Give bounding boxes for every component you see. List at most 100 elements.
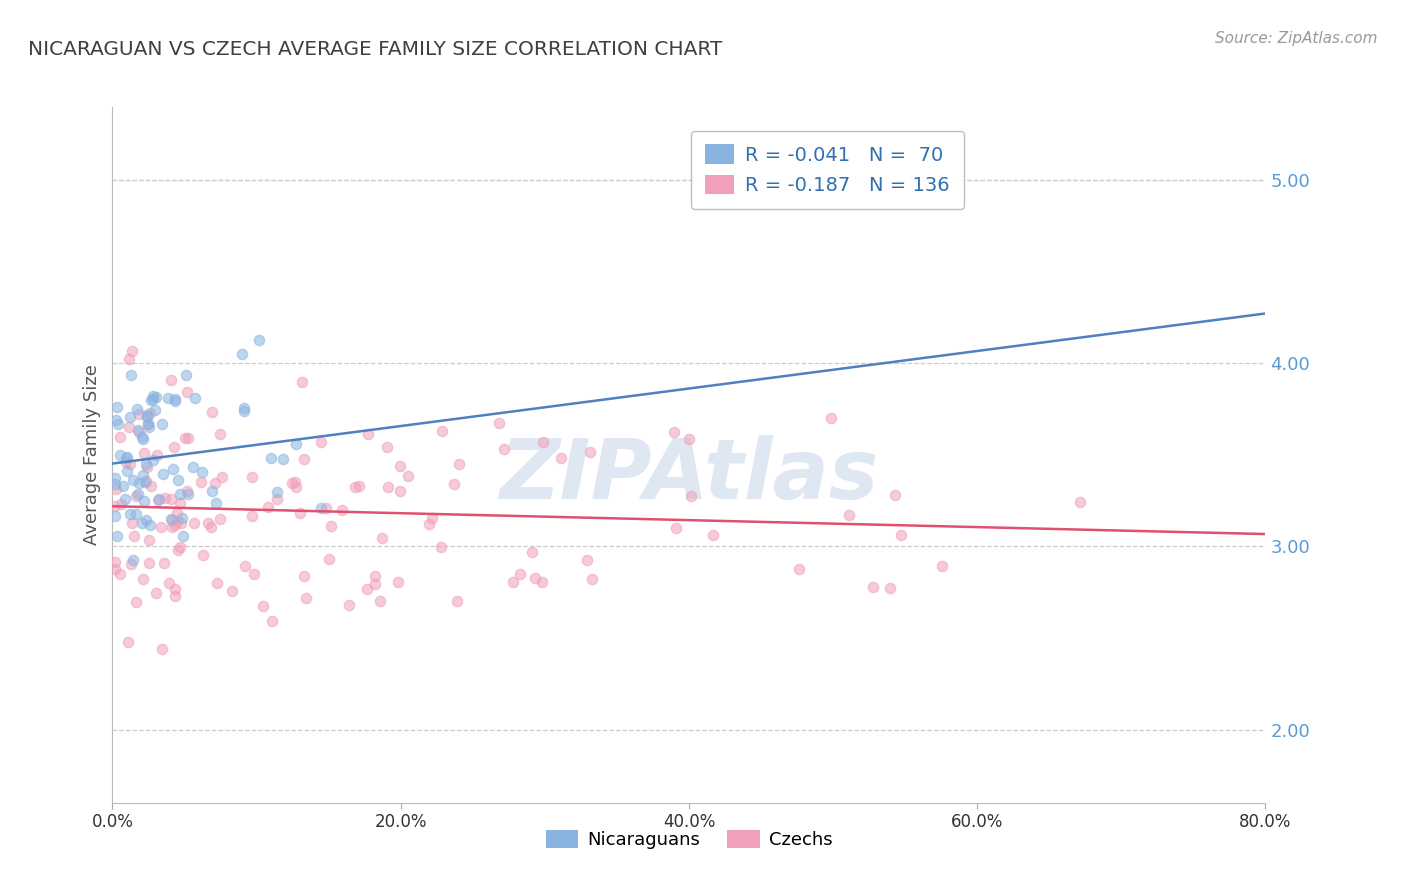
- Point: [183, 516, 205, 530]
- Point: [117, 635, 139, 649]
- Point: [292, 452, 315, 467]
- Point: [153, 491, 176, 505]
- Point: [135, 513, 157, 527]
- Point: [702, 527, 724, 541]
- Point: [114, 492, 136, 507]
- Point: [142, 453, 165, 467]
- Point: [364, 569, 387, 583]
- Point: [128, 425, 150, 439]
- Point: [197, 516, 219, 531]
- Point: [240, 509, 263, 524]
- Point: [121, 343, 143, 358]
- Point: [284, 475, 307, 489]
- Point: [105, 400, 128, 414]
- Point: [330, 503, 353, 517]
- Point: [104, 482, 127, 496]
- Point: [177, 431, 200, 445]
- Point: [418, 516, 440, 531]
- Point: [181, 459, 204, 474]
- Point: [142, 392, 165, 407]
- Point: [209, 511, 232, 525]
- Point: [318, 552, 340, 566]
- Point: [292, 569, 315, 583]
- Point: [201, 483, 224, 498]
- Point: [118, 457, 141, 471]
- Point: [143, 402, 166, 417]
- Point: [136, 408, 159, 422]
- Point: [522, 545, 544, 559]
- Point: [420, 511, 443, 525]
- Point: [115, 450, 138, 464]
- Point: [139, 478, 162, 492]
- Point: [110, 448, 132, 462]
- Point: [134, 446, 156, 460]
- Point: [388, 459, 411, 474]
- Point: [136, 409, 159, 424]
- Point: [201, 405, 224, 419]
- Point: [128, 407, 150, 421]
- Point: [209, 426, 232, 441]
- Point: [173, 431, 195, 445]
- Point: [190, 475, 212, 489]
- Point: [121, 516, 143, 530]
- Point: [343, 480, 366, 494]
- Point: [138, 533, 160, 547]
- Point: [132, 493, 155, 508]
- Point: [200, 519, 222, 533]
- Point: [169, 496, 191, 510]
- Point: [662, 425, 685, 439]
- Point: [139, 405, 162, 419]
- Point: [233, 403, 256, 417]
- Point: [890, 528, 912, 542]
- Point: [135, 459, 157, 474]
- Point: [139, 518, 162, 533]
- Point: [163, 582, 186, 597]
- Point: [134, 457, 156, 471]
- Point: [388, 484, 411, 499]
- Point: [121, 473, 143, 487]
- Point: [387, 575, 409, 590]
- Point: [120, 557, 142, 571]
- Point: [163, 440, 186, 454]
- Point: [160, 373, 183, 387]
- Point: [884, 488, 907, 502]
- Point: [142, 389, 165, 403]
- Point: [122, 529, 145, 543]
- Point: [233, 559, 256, 574]
- Point: [104, 562, 127, 576]
- Point: [443, 477, 465, 491]
- Point: [295, 591, 318, 605]
- Point: [145, 585, 167, 599]
- Point: [104, 471, 127, 485]
- Point: [125, 595, 148, 609]
- Point: [231, 346, 253, 360]
- Point: [309, 435, 332, 450]
- Point: [488, 416, 510, 430]
- Text: NICARAGUAN VS CZECH AVERAGE FAMILY SIZE CORRELATION CHART: NICARAGUAN VS CZECH AVERAGE FAMILY SIZE …: [28, 40, 723, 59]
- Point: [204, 496, 226, 510]
- Point: [112, 478, 135, 492]
- Point: [449, 457, 471, 471]
- Point: [430, 540, 453, 554]
- Point: [356, 582, 378, 596]
- Point: [377, 479, 399, 493]
- Point: [160, 513, 183, 527]
- Text: Source: ZipAtlas.com: Source: ZipAtlas.com: [1215, 31, 1378, 46]
- Point: [204, 476, 226, 491]
- Point: [134, 475, 156, 489]
- Point: [110, 430, 132, 444]
- Point: [115, 464, 138, 478]
- Point: [105, 413, 128, 427]
- Point: [150, 417, 173, 431]
- Point: [146, 448, 169, 462]
- Point: [1069, 495, 1091, 509]
- Point: [176, 385, 198, 400]
- Point: [118, 419, 141, 434]
- Point: [131, 430, 153, 444]
- Point: [127, 423, 149, 437]
- Point: [242, 567, 264, 582]
- Point: [285, 436, 308, 450]
- Point: [152, 467, 174, 481]
- Point: [170, 511, 193, 525]
- Point: [319, 518, 342, 533]
